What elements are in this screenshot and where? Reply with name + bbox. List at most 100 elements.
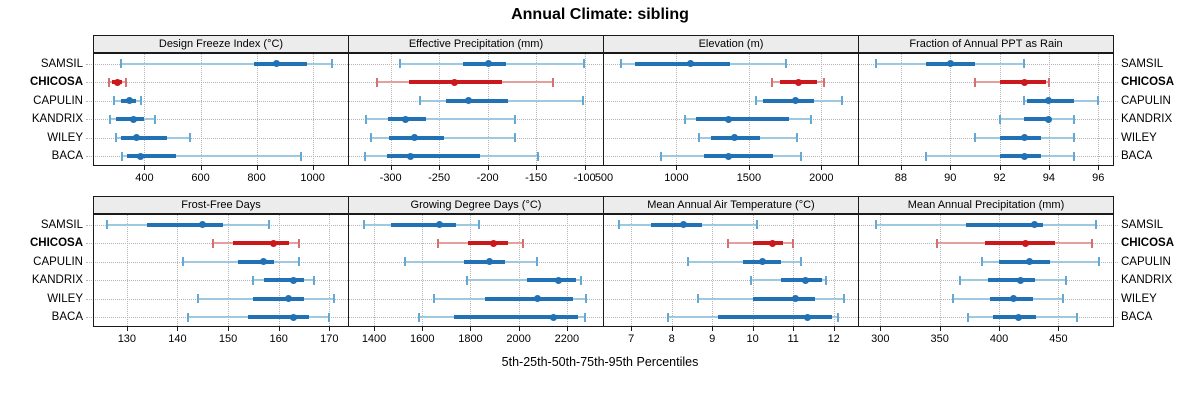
panel: [603, 214, 859, 327]
interval-25-75: [390, 222, 456, 227]
axis-tick-label: 450: [1049, 333, 1068, 345]
row-label-left: SAMSIL: [40, 218, 83, 231]
whisker-cap: [418, 96, 421, 105]
row-label-right: CHICOSA: [1121, 76, 1175, 88]
panel: [603, 53, 859, 166]
whisker-cap: [686, 257, 689, 266]
axis-tick: [584, 166, 586, 170]
grid-line-vertical: [900, 54, 902, 165]
interval-25-75: [704, 154, 774, 158]
interval-25-75: [999, 154, 1042, 158]
whisker-cap: [1023, 96, 1026, 105]
whisker-cap: [800, 257, 803, 266]
interval-25-75: [999, 135, 1042, 140]
whisker-cap: [1072, 114, 1075, 124]
axis-tick-label: 2000: [506, 333, 531, 345]
panel: [348, 214, 604, 327]
grid-line-vertical: [487, 54, 489, 165]
axis-tick-label: 88: [894, 172, 908, 184]
whisker-cap: [115, 133, 118, 142]
whisker-cap: [125, 77, 128, 87]
whisker-cap: [981, 257, 984, 266]
interval-25-75: [965, 222, 1043, 227]
median-dot: [199, 221, 207, 228]
panel: [93, 53, 349, 166]
interval-25-75: [253, 61, 308, 66]
grid-line-vertical: [390, 54, 392, 165]
grid-line-vertical: [422, 215, 424, 326]
axis-tick: [566, 327, 568, 331]
grid-line-vertical: [1058, 215, 1060, 326]
whisker-cap: [513, 114, 516, 124]
interval-25-75: [126, 154, 177, 158]
whisker-cap: [417, 312, 420, 322]
axis-tick: [126, 327, 128, 331]
median-dot: [730, 134, 738, 141]
row-reference-line: [86, 156, 1118, 157]
grid-line-vertical: [999, 215, 1001, 326]
whisker-cap: [181, 257, 184, 266]
axis-tick: [1098, 166, 1100, 170]
median-dot: [1031, 221, 1039, 228]
chart-title: Annual Climate: sibling: [511, 6, 689, 23]
median-dot: [137, 152, 145, 160]
row-reference-line: [86, 317, 1118, 318]
axis-tick-label: 350: [930, 333, 949, 345]
axis-tick: [712, 327, 714, 331]
grid-line-vertical: [752, 215, 754, 326]
axis-tick-label: 12: [827, 333, 840, 345]
whisker-cap: [875, 59, 878, 68]
axis-tick-label: 2200: [554, 333, 580, 345]
panel-title: Effective Precipitation (mm): [408, 38, 544, 50]
median-dot: [1016, 276, 1024, 284]
whisker-cap: [121, 151, 124, 161]
axis-tick: [671, 327, 673, 331]
axis-tick-label: 1500: [736, 172, 762, 184]
interval-25-75: [999, 259, 1051, 264]
axis-tick: [228, 327, 230, 331]
median-dot: [1020, 134, 1028, 141]
interval-25-75: [238, 259, 274, 264]
row-reference-line: [86, 100, 1118, 102]
grid-line-vertical: [880, 215, 882, 326]
row-label-right: BACA: [1121, 150, 1153, 162]
row-label-right: WILEY: [1121, 131, 1157, 144]
median-dot: [554, 276, 562, 284]
whisker-cap: [666, 312, 669, 322]
axis-tick: [833, 327, 835, 331]
axis-tick-label: 11: [787, 333, 799, 345]
whisker-cap: [697, 133, 700, 142]
axis-tick-label: -250: [428, 172, 451, 184]
axis-tick: [999, 327, 1001, 331]
axis-tick: [631, 327, 633, 331]
median-dot: [801, 276, 809, 284]
grid-line-vertical: [1098, 54, 1100, 165]
whisker-cap: [211, 238, 214, 248]
interval-5-95: [366, 118, 515, 120]
whisker-cap: [551, 77, 554, 87]
axis-tick: [999, 166, 1001, 170]
grid-line-vertical: [518, 215, 520, 326]
axis-tick: [144, 166, 146, 170]
interval-25-75: [696, 117, 790, 121]
whisker-cap: [433, 294, 436, 303]
grid-line-vertical: [470, 215, 472, 326]
whisker-cap: [535, 257, 538, 266]
panel-title: Frost-Free Days: [181, 199, 261, 211]
row-label-left: SAMSIL: [40, 57, 83, 70]
interval-25-75: [752, 241, 784, 245]
axis-tick-label: 94: [1042, 172, 1055, 184]
grid-line-vertical: [999, 54, 1001, 165]
interval-25-75: [263, 278, 304, 282]
panel-title: Growing Degree Days (°C): [410, 199, 542, 211]
grid-line-vertical: [177, 215, 179, 326]
axis-tick: [793, 327, 795, 331]
row-label-left: BACA: [51, 150, 83, 162]
grid-line-vertical: [536, 54, 538, 165]
axis-tick: [256, 166, 258, 170]
whisker-cap: [363, 220, 366, 229]
whisker-cap: [105, 220, 108, 229]
whisker-cap: [365, 114, 368, 124]
whisker-cap: [477, 220, 480, 229]
interval-25-75: [1024, 117, 1052, 121]
